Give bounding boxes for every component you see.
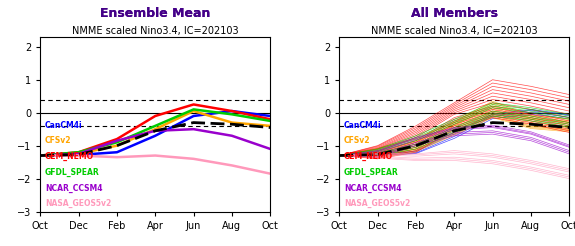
Text: GFDL_SPEAR: GFDL_SPEAR [45, 168, 99, 177]
Text: CFSv2: CFSv2 [344, 137, 370, 145]
Text: NCAR_CCSM4: NCAR_CCSM4 [45, 184, 102, 193]
Text: All Members: All Members [411, 7, 498, 20]
Text: NASA_GEOS5v2: NASA_GEOS5v2 [45, 199, 111, 208]
Text: Ensemble Mean: Ensemble Mean [100, 7, 210, 20]
Text: GFDL_SPEAR: GFDL_SPEAR [344, 168, 398, 177]
Title: NMME scaled Nino3.4, IC=202103: NMME scaled Nino3.4, IC=202103 [72, 26, 239, 36]
Text: GEM_NEMO: GEM_NEMO [45, 152, 94, 161]
Text: All Members: All Members [411, 7, 498, 20]
Text: CFSv2: CFSv2 [45, 137, 71, 145]
Title: NMME scaled Nino3.4, IC=202103: NMME scaled Nino3.4, IC=202103 [371, 26, 538, 36]
Text: NCAR_CCSM4: NCAR_CCSM4 [344, 184, 401, 193]
Text: CanCM4i: CanCM4i [344, 121, 381, 130]
Text: All Members: All Members [0, 245, 1, 246]
Text: Ensemble Mean: Ensemble Mean [100, 7, 210, 20]
Text: NASA_GEOS5v2: NASA_GEOS5v2 [344, 199, 410, 208]
Text: Ensemble Mean: Ensemble Mean [0, 245, 1, 246]
Text: CanCM4i: CanCM4i [45, 121, 82, 130]
Text: GEM_NEMO: GEM_NEMO [344, 152, 393, 161]
